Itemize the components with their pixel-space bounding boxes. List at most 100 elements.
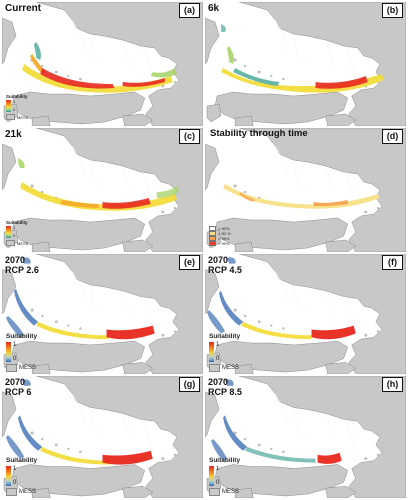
panel-title: 2070 RCP 6 bbox=[5, 377, 31, 397]
suitability-area-5 bbox=[22, 257, 31, 264]
panel-label: (a) bbox=[179, 3, 200, 18]
map-legend: Suitability 1 0 MESS bbox=[209, 457, 240, 496]
ramp-tick-low: 0 bbox=[216, 356, 220, 362]
legend-swatch bbox=[209, 231, 216, 236]
country-border-3 bbox=[72, 271, 85, 301]
map-panel-h: 2070 RCP 8.5 (h) Suitability 1 0 MESS bbox=[205, 376, 406, 498]
landmass-1 bbox=[36, 128, 203, 252]
suitability-area-3 bbox=[18, 158, 25, 168]
suitability-area-1 bbox=[18, 415, 43, 451]
suitability-area-4 bbox=[221, 24, 226, 32]
landmass-2 bbox=[2, 391, 17, 438]
landmass-2 bbox=[205, 269, 220, 315]
mess-label: MESS bbox=[17, 114, 29, 120]
landmass-6 bbox=[234, 487, 254, 498]
landmass-3 bbox=[214, 340, 348, 373]
island-3 bbox=[55, 70, 58, 74]
panel-title: Stability through time bbox=[210, 129, 308, 139]
mess-legend-item: MESS bbox=[6, 364, 37, 372]
landmass-5 bbox=[206, 103, 222, 123]
panel-title-line: RCP 4.5 bbox=[208, 265, 242, 275]
country-border-1 bbox=[90, 159, 103, 189]
island-1 bbox=[30, 308, 34, 312]
panel-title-line: RCP 2.6 bbox=[5, 265, 39, 275]
suitability-area-2 bbox=[102, 198, 151, 209]
legend-swatch bbox=[209, 236, 216, 241]
suitability-area-2 bbox=[245, 446, 316, 463]
panel-title: 21k bbox=[5, 129, 22, 140]
mess-swatch bbox=[6, 488, 17, 496]
mess-legend-item: MESS bbox=[6, 114, 28, 120]
legend-item: > 99% bbox=[209, 241, 231, 246]
ramp-tick-low: 0 bbox=[13, 480, 17, 486]
island-5 bbox=[282, 77, 285, 81]
panel-title-line: Current bbox=[5, 3, 42, 14]
ramp-tick-high: 1 bbox=[216, 466, 220, 472]
landmass-6 bbox=[31, 487, 51, 498]
landmass-1 bbox=[239, 376, 406, 498]
country-border-4 bbox=[142, 171, 153, 205]
landmass-3 bbox=[214, 464, 348, 497]
landmass-3 bbox=[214, 217, 348, 251]
map-panel-c: 21k (c) Suitability 1 0 MESS bbox=[2, 128, 203, 252]
country-border-3 bbox=[72, 19, 85, 51]
island-6 bbox=[364, 210, 368, 214]
island-4 bbox=[270, 324, 273, 327]
map-canvas bbox=[205, 376, 406, 498]
country-border-4 bbox=[142, 296, 153, 328]
map-canvas bbox=[205, 254, 406, 374]
map-panel-e: 2070 RCP 2.6 (e) Suitability 1 0 MESS bbox=[2, 254, 203, 374]
ramp-tick-low: 0 bbox=[13, 233, 16, 238]
suitability-area-5 bbox=[156, 186, 179, 198]
landmass-3 bbox=[214, 91, 348, 125]
landmass-2 bbox=[205, 143, 220, 191]
landmass-4 bbox=[122, 113, 154, 126]
landmass-3 bbox=[11, 464, 145, 497]
panel-title-line: 6k bbox=[208, 3, 220, 14]
landmass-1 bbox=[36, 2, 203, 126]
island-4 bbox=[67, 324, 70, 327]
color-ramp bbox=[6, 226, 11, 238]
island-5 bbox=[79, 327, 82, 330]
country-border-4 bbox=[345, 171, 356, 205]
legend-label: > 90 % bbox=[218, 231, 231, 236]
suitability-area-3 bbox=[106, 325, 155, 340]
suitability-area-4 bbox=[6, 435, 25, 459]
island-3 bbox=[55, 443, 58, 447]
landmass-4 bbox=[122, 362, 154, 374]
suitability-area-2 bbox=[36, 321, 109, 340]
legend-item: > 90 % bbox=[209, 231, 231, 236]
island-5 bbox=[282, 450, 285, 453]
mess-label: MESS bbox=[17, 240, 29, 246]
landmass-4 bbox=[122, 239, 154, 252]
island-1 bbox=[233, 308, 237, 312]
ramp-tick-high: 1 bbox=[13, 99, 16, 104]
map-legend: Suitability 1 0 MESS bbox=[6, 220, 28, 246]
suitability-area-2 bbox=[313, 200, 348, 206]
island-5 bbox=[79, 450, 82, 453]
suitability-area-2 bbox=[241, 321, 312, 340]
ramp-tick-high: 1 bbox=[13, 342, 17, 348]
panel-title-line: RCP 8.5 bbox=[208, 387, 242, 397]
map-panel-g: 2070 RCP 6 (g) Suitability 1 0 MESS bbox=[2, 376, 203, 498]
legend-title: Suitability bbox=[209, 333, 241, 340]
map-legend: Suitability 1 0 MESS bbox=[6, 94, 28, 120]
island-6 bbox=[364, 457, 368, 460]
island-6 bbox=[161, 333, 165, 337]
map-legend: < 90% > 90 % > 95% > 99% bbox=[209, 226, 231, 246]
suitability-area-5 bbox=[150, 68, 177, 78]
landmass-6 bbox=[31, 364, 51, 374]
country-border-1 bbox=[90, 33, 103, 63]
landmass-2 bbox=[2, 269, 17, 315]
country-border-1 bbox=[293, 33, 306, 63]
landmass-2 bbox=[205, 391, 220, 438]
country-border-3 bbox=[275, 19, 288, 51]
ramp-tick-high: 1 bbox=[13, 466, 17, 472]
suitability-area-2 bbox=[315, 76, 368, 89]
country-border-4 bbox=[142, 419, 153, 451]
